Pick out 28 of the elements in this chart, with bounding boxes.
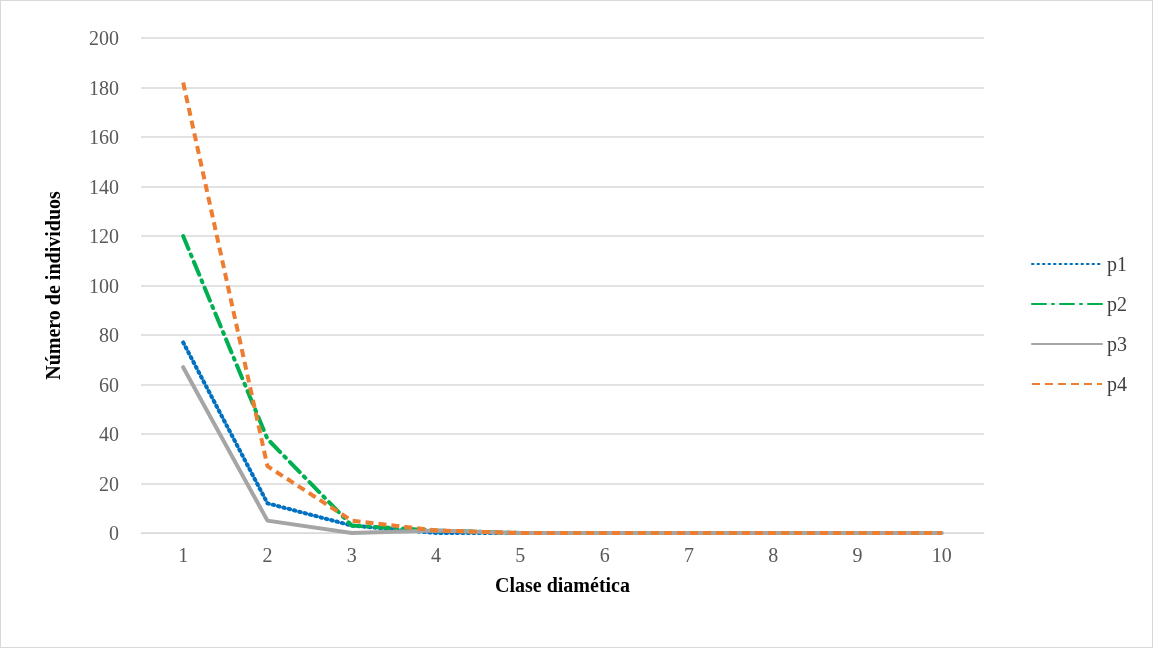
y-tick-label: 140	[89, 175, 119, 198]
y-tick-label: 160	[89, 126, 119, 148]
y-tick-label: 40	[99, 423, 119, 445]
x-tick-label: 8	[768, 544, 779, 566]
x-tick-label: 3	[346, 544, 357, 566]
x-tick-label: 1	[178, 544, 189, 566]
legend-label: p2	[1107, 293, 1127, 316]
legend-label: p1	[1107, 253, 1127, 276]
y-tick-label: 200	[89, 27, 119, 49]
y-axis-title: Número de individuos	[42, 191, 64, 380]
x-tick-label: 4	[431, 544, 442, 566]
y-tick-label: 100	[89, 274, 119, 297]
x-tick-label: 2	[262, 544, 273, 566]
line-series	[181, 80, 944, 535]
y-tick-label: 120	[89, 225, 119, 247]
x-tick-label: 6	[599, 544, 610, 566]
x-tick-label: 10	[931, 544, 952, 566]
y-tick-label: 60	[99, 373, 119, 396]
legend-label: p4	[1107, 373, 1127, 396]
y-tick-label: 180	[89, 76, 119, 99]
y-tick-label: 80	[99, 324, 119, 346]
x-tick-label: 9	[852, 544, 863, 566]
legend-label: p3	[1107, 333, 1127, 356]
y-tick-label: 0	[109, 522, 119, 544]
x-axis-title: Clase diamética	[495, 574, 630, 596]
x-tick-label: 7	[683, 544, 694, 566]
y-tick-label: 20	[99, 472, 119, 495]
x-tick-label: 5	[515, 544, 526, 566]
